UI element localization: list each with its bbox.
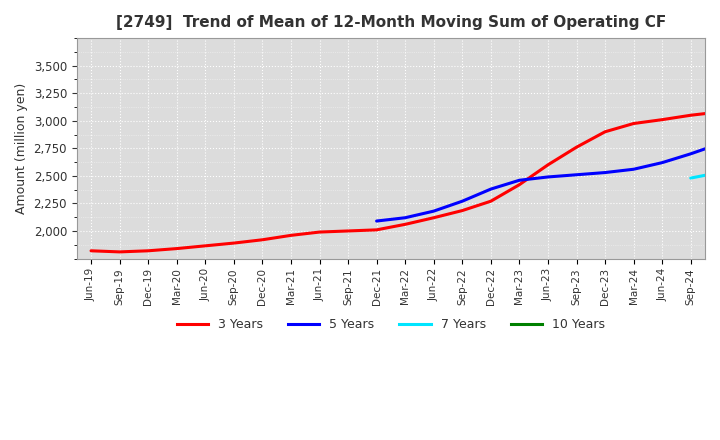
- Legend: 3 Years, 5 Years, 7 Years, 10 Years: 3 Years, 5 Years, 7 Years, 10 Years: [172, 313, 610, 336]
- Title: [2749]  Trend of Mean of 12-Month Moving Sum of Operating CF: [2749] Trend of Mean of 12-Month Moving …: [116, 15, 666, 30]
- Y-axis label: Amount (million yen): Amount (million yen): [15, 83, 28, 214]
